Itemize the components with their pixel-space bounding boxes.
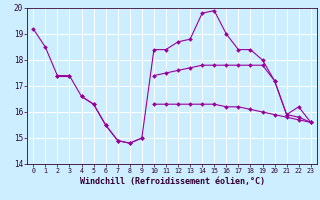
X-axis label: Windchill (Refroidissement éolien,°C): Windchill (Refroidissement éolien,°C) xyxy=(79,177,265,186)
